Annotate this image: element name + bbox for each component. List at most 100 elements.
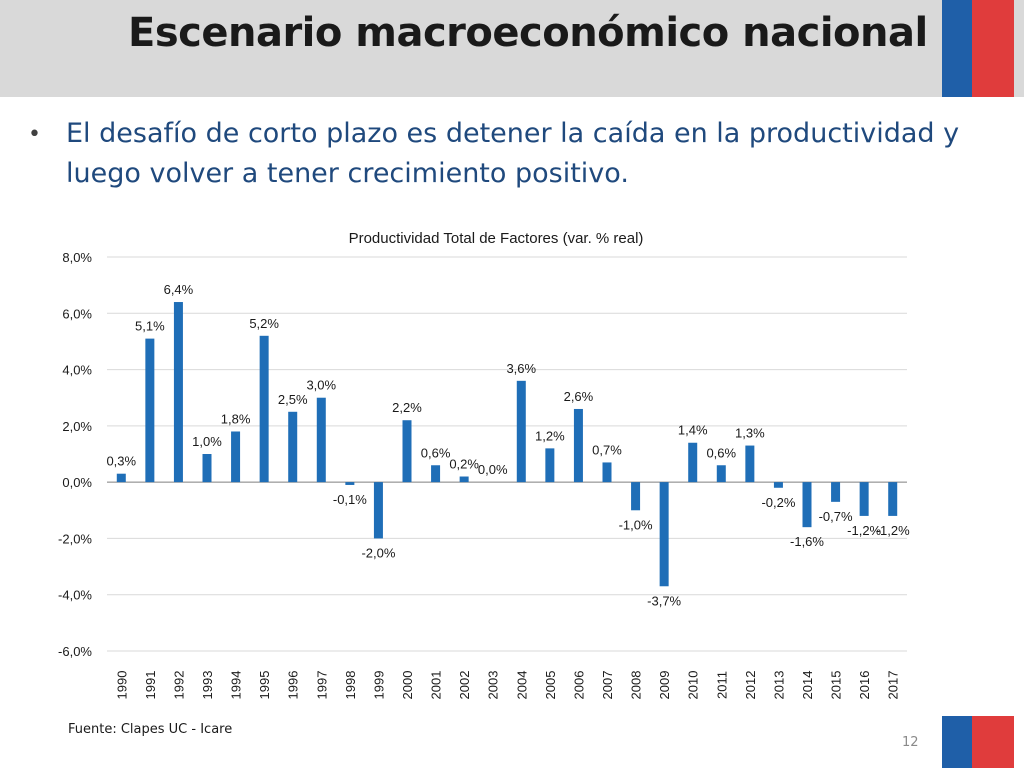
x-tick-label: 2017 [886,671,901,700]
data-label: 2,2% [392,400,422,415]
x-tick-label: 1992 [171,671,186,700]
data-label: 1,2% [535,428,565,443]
bar [773,482,783,488]
bar [202,454,212,483]
bar [145,338,155,483]
y-tick-label: -6,0% [58,644,92,659]
bar [888,482,898,516]
data-label: 0,6% [706,445,736,460]
x-tick-label: 1999 [371,671,386,700]
x-tick-label: 2006 [571,671,586,700]
x-tick-label: 2001 [429,671,444,700]
x-tick-label: 1991 [143,671,158,700]
bar [373,482,383,539]
x-tick-label: 1998 [343,671,358,700]
data-label: 1,4% [678,423,708,438]
data-label: -1,6% [790,534,824,549]
data-label: -3,7% [647,593,681,608]
x-tick-label: 2007 [600,671,615,700]
x-tick-label: 2013 [771,671,786,700]
bar [859,482,869,516]
data-label: -2,0% [361,545,395,560]
x-tick-label: 1993 [200,671,215,700]
y-tick-label: 2,0% [62,419,92,434]
bullet-text: El desafío de corto plazo es detener la … [66,118,960,189]
x-tick-label: 2002 [457,671,472,700]
bar [316,397,326,483]
data-label: 2,5% [278,392,308,407]
data-label: 1,0% [192,434,222,449]
x-tick-label: 2016 [857,671,872,700]
x-tick-label: 2008 [629,671,644,700]
chart-title: Productividad Total de Factores (var. % … [349,230,644,247]
x-tick-label: 1997 [314,671,329,700]
bar [431,465,441,483]
data-label: 2,6% [564,389,594,404]
bar [173,302,183,483]
y-tick-label: 6,0% [62,306,92,321]
bar [459,476,469,483]
bar [631,482,641,511]
y-tick-label: 8,0% [62,250,92,265]
bar [116,473,126,483]
data-label: 3,6% [506,361,536,376]
data-label: 0,7% [592,442,622,457]
flag-logo-bottom-blue [942,716,972,768]
y-tick-label: 4,0% [62,363,92,378]
bar [716,465,726,483]
data-label: 5,2% [249,316,279,331]
source-note: Fuente: Clapes UC - Icare [68,722,233,737]
x-tick-label: 2012 [743,671,758,700]
slide-header: Escenario macroeconómico nacional [0,0,1024,97]
y-tick-label: -4,0% [58,588,92,603]
flag-logo-top-red [972,0,1014,97]
slide-title: Escenario macroeconómico nacional [128,10,928,56]
x-tick-label: 1996 [286,671,301,700]
x-tick-label: 1994 [229,671,244,700]
data-label: -0,2% [761,495,795,510]
bar [745,445,755,483]
x-tick-label: 2003 [486,671,501,700]
x-tick-label: 1990 [114,671,129,700]
data-label: 0,2% [449,457,479,472]
bar [288,411,298,483]
bar [831,482,841,502]
bar [231,431,241,483]
data-label: 0,6% [421,445,451,460]
x-tick-label: 2014 [800,671,815,700]
page-number: 12 [902,735,919,750]
bar [602,462,612,483]
bar [573,408,583,483]
data-label: -1,2% [847,523,881,538]
bullet-icon: • [28,122,41,147]
data-label: -1,0% [619,517,653,532]
productivity-bar-chart: Productividad Total de Factores (var. % … [58,230,910,700]
data-label: 1,8% [221,411,251,426]
x-tick-label: 1995 [257,671,272,700]
data-label: -0,7% [819,509,853,524]
flag-logo-top-blue [942,0,972,97]
bar [516,380,526,483]
bar [545,448,555,483]
x-tick-label: 2015 [829,671,844,700]
bar [345,482,355,485]
bar [259,335,269,483]
bar [688,442,698,483]
data-label: 5,1% [135,319,165,334]
data-label: 0,3% [106,454,136,469]
x-tick-label: 2004 [514,671,529,700]
data-label: -0,1% [333,492,367,507]
flag-logo-bottom-red [972,716,1014,768]
x-tick-label: 2011 [714,671,729,699]
bar [402,420,412,483]
y-tick-label: -2,0% [58,531,92,546]
data-label: 1,3% [735,426,765,441]
x-tick-label: 2010 [686,671,701,700]
data-label: 6,4% [164,282,194,297]
data-label: 3,0% [306,378,336,393]
data-label: -1,2% [876,523,910,538]
bar [802,482,812,528]
bar [659,482,669,587]
x-tick-label: 2009 [657,671,672,700]
x-tick-label: 2005 [543,671,558,700]
